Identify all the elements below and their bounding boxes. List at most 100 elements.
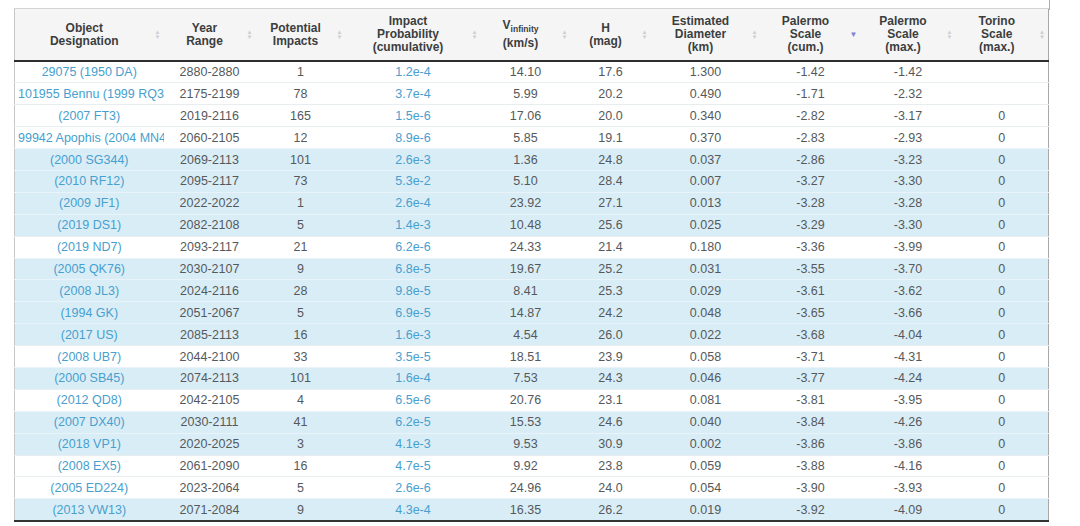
col-header-torino_max[interactable]: Torino Scale (max.)▲ ▼ — [956, 9, 1049, 62]
impact_probability-link[interactable]: 2.6e-6 — [395, 481, 430, 495]
designation-link[interactable]: 99942 Apophis (2004 MN4) — [18, 131, 164, 145]
cell-year_range: 2082-2108 — [164, 214, 256, 236]
cell-year_range: 2042-2105 — [164, 389, 256, 411]
impact_probability-link[interactable]: 8.9e-6 — [395, 131, 430, 145]
cell-designation: (2000 SB45) — [15, 367, 164, 389]
cell-impact_probability: 6.9e-5 — [346, 302, 481, 324]
col-header-palermo_cum[interactable]: Palermo Scale (cum.)▼ — [761, 9, 861, 62]
cell-est_diameter: 0.370 — [651, 127, 761, 149]
col-header-year_range[interactable]: Year Range▲ ▼ — [164, 9, 256, 62]
designation-link[interactable]: 29075 (1950 DA) — [42, 65, 137, 79]
cell-h_mag: 20.0 — [571, 105, 651, 127]
cell-palermo_cum: -2.82 — [761, 105, 861, 127]
cell-est_diameter: 0.002 — [651, 433, 761, 455]
cell-impact_probability: 1.6e-4 — [346, 367, 481, 389]
cell-year_range: 2019-2116 — [164, 105, 256, 127]
cell-impact_probability: 6.8e-5 — [346, 258, 481, 280]
impact_probability-link[interactable]: 4.3e-4 — [395, 503, 430, 517]
designation-link[interactable]: (2019 ND7) — [57, 240, 122, 254]
designation-link[interactable]: (2009 JF1) — [59, 196, 119, 210]
cell-h_mag: 28.4 — [571, 170, 651, 192]
cell-potential_impacts: 28 — [256, 280, 346, 302]
cell-palermo_cum: -3.68 — [761, 324, 861, 346]
designation-link[interactable]: (2008 EX5) — [58, 459, 121, 473]
impact_probability-link[interactable]: 6.2e-6 — [395, 240, 430, 254]
impact_probability-link[interactable]: 1.6e-3 — [395, 328, 430, 342]
impact_probability-link[interactable]: 1.5e-6 — [395, 109, 430, 123]
impact_probability-link[interactable]: 9.8e-5 — [395, 284, 430, 298]
col-header-designation[interactable]: Object Designation▲ ▼ — [15, 9, 164, 62]
designation-link[interactable]: (2005 ED224) — [50, 481, 128, 495]
designation-link[interactable]: 101955 Bennu (1999 RQ36) — [18, 87, 164, 101]
cell-designation: (2019 ND7) — [15, 236, 164, 258]
col-header-impact_probability[interactable]: Impact Probability (cumulative)▲ ▼ — [346, 9, 481, 62]
col-header-palermo_max[interactable]: Palermo Scale (max.)▲ ▼ — [861, 9, 956, 62]
cell-est_diameter: 0.490 — [651, 83, 761, 105]
designation-link[interactable]: (2013 VW13) — [52, 503, 126, 517]
cell-palermo_cum: -3.77 — [761, 367, 861, 389]
impact_probability-link[interactable]: 1.4e-3 — [395, 218, 430, 232]
impact_probability-link[interactable]: 3.7e-4 — [395, 87, 430, 101]
cell-palermo_max: -3.95 — [861, 389, 956, 411]
designation-link[interactable]: (2008 JL3) — [59, 284, 119, 298]
cell-palermo_max: -3.17 — [861, 105, 956, 127]
impact_probability-link[interactable]: 6.2e-5 — [395, 415, 430, 429]
designation-link[interactable]: (2007 FT3) — [58, 109, 120, 123]
table-row: (2008 UB7)2044-2100333.5e-518.5123.90.05… — [15, 346, 1049, 368]
impact_probability-link[interactable]: 1.6e-4 — [395, 371, 430, 385]
designation-link[interactable]: (2007 DX40) — [54, 415, 125, 429]
impact-risk-table: Object Designation▲ ▼Year Range▲ ▼Potent… — [14, 8, 1049, 522]
designation-link[interactable]: (2019 DS1) — [57, 218, 121, 232]
cell-v_infinity: 8.41 — [481, 280, 571, 302]
cell-designation: (2000 SG344) — [15, 149, 164, 171]
designation-link[interactable]: (2012 QD8) — [57, 393, 122, 407]
cell-palermo_max: -3.86 — [861, 433, 956, 455]
cell-impact_probability: 6.5e-6 — [346, 389, 481, 411]
cell-torino_max: 0 — [956, 389, 1049, 411]
header-row: Object Designation▲ ▼Year Range▲ ▼Potent… — [15, 9, 1049, 62]
impact_probability-link[interactable]: 3.5e-5 — [395, 350, 430, 364]
sort-both-icon: ▲ ▼ — [337, 30, 343, 40]
designation-link[interactable]: (2018 VP1) — [58, 437, 121, 451]
cell-palermo_max: -2.93 — [861, 127, 956, 149]
col-header-h_mag[interactable]: H (mag)▲ ▼ — [571, 9, 651, 62]
cell-year_range: 2074-2113 — [164, 367, 256, 389]
designation-link[interactable]: (1994 GK) — [60, 306, 118, 320]
cell-designation: (1994 GK) — [15, 302, 164, 324]
cell-palermo_cum: -2.83 — [761, 127, 861, 149]
cell-v_infinity: 17.06 — [481, 105, 571, 127]
impact_probability-link[interactable]: 2.6e-3 — [395, 153, 430, 167]
impact_probability-link[interactable]: 2.6e-4 — [395, 196, 430, 210]
cell-palermo_cum: -1.42 — [761, 61, 861, 83]
impact_probability-link[interactable]: 6.9e-5 — [395, 306, 430, 320]
cell-est_diameter: 0.048 — [651, 302, 761, 324]
cell-potential_impacts: 16 — [256, 455, 346, 477]
designation-link[interactable]: (2010 RF12) — [54, 174, 124, 188]
col-header-potential_impacts[interactable]: Potential Impacts▲ ▼ — [256, 9, 346, 62]
impact_probability-link[interactable]: 6.8e-5 — [395, 262, 430, 276]
impact_probability-link[interactable]: 4.7e-5 — [395, 459, 430, 473]
col-header-est_diameter[interactable]: Estimated Diameter (km)▲ ▼ — [651, 9, 761, 62]
col-header-v_infinity[interactable]: Vinfinity (km/s)▲ ▼ — [481, 9, 571, 62]
designation-link[interactable]: (2005 QK76) — [53, 262, 125, 276]
impact_probability-link[interactable]: 4.1e-3 — [395, 437, 430, 451]
designation-link[interactable]: (2017 US) — [61, 328, 118, 342]
cell-torino_max: 0 — [956, 346, 1049, 368]
cell-palermo_cum: -2.86 — [761, 149, 861, 171]
designation-link[interactable]: (2000 SB45) — [54, 371, 124, 385]
table-row: (2017 US)2085-2113161.6e-34.5426.00.022-… — [15, 324, 1049, 346]
cell-year_range: 2069-2113 — [164, 149, 256, 171]
cell-designation: (2010 RF12) — [15, 170, 164, 192]
impact_probability-link[interactable]: 6.5e-6 — [395, 393, 430, 407]
impact_probability-link[interactable]: 1.2e-4 — [395, 65, 430, 79]
impact_probability-link[interactable]: 5.3e-2 — [395, 174, 430, 188]
sort-both-icon: ▲ ▼ — [562, 30, 568, 40]
table-row: (2000 SG344)2069-21131012.6e-31.3624.80.… — [15, 149, 1049, 171]
table-row: (2013 VW13)2071-208494.3e-416.3526.20.01… — [15, 499, 1049, 521]
cell-palermo_max: -1.42 — [861, 61, 956, 83]
table-row: (1994 GK)2051-206756.9e-514.8724.20.048-… — [15, 302, 1049, 324]
cell-designation: (2007 FT3) — [15, 105, 164, 127]
cell-h_mag: 27.1 — [571, 192, 651, 214]
designation-link[interactable]: (2008 UB7) — [57, 350, 121, 364]
designation-link[interactable]: (2000 SG344) — [50, 153, 129, 167]
